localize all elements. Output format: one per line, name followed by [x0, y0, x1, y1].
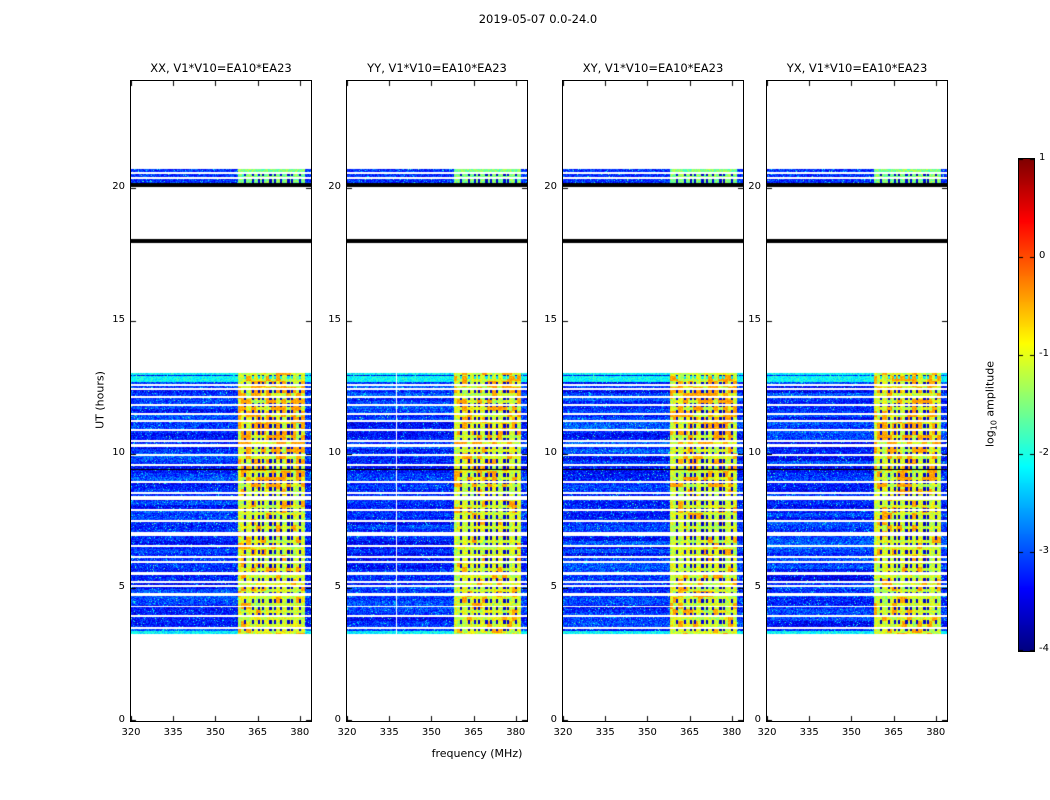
y-tick-label: 0 [550, 714, 557, 725]
figure-title: 2019-05-07 0.0-24.0 [478, 12, 598, 26]
x-tick-label: 365 [248, 727, 268, 738]
y-tick-label: 10 [748, 447, 761, 459]
y-tick-label: 20 [112, 180, 125, 192]
colorbar-label-sub: 10 [989, 420, 999, 431]
y-tick-label: 0 [334, 714, 341, 725]
panel-title-xy: XY, V1*V10=EA10*EA23 [582, 61, 724, 75]
y-tick-label: 15 [748, 314, 761, 325]
x-tick-label: 335 [163, 727, 183, 738]
x-tick-label: 335 [379, 727, 399, 738]
colorbar-tick-label: -3 [1039, 545, 1049, 556]
colorbar-tick-label: -1 [1039, 348, 1049, 359]
y-axis-label: UT (hours) [93, 371, 107, 429]
plot-area-yy [346, 80, 528, 722]
panel-title-xx: XX, V1*V10=EA10*EA23 [150, 61, 292, 75]
x-tick-label: 335 [595, 727, 615, 738]
y-tick-label: 5 [754, 580, 761, 592]
colorbar-tick-label: -4 [1039, 643, 1049, 654]
x-tick-label: 380 [926, 727, 946, 738]
panel-xx: XX, V1*V10=EA10*EA23 320 335 350 365 380 0 5 10… [112, 61, 312, 738]
y-tick-label: 15 [112, 314, 125, 325]
colorbar-canvas [1019, 159, 1034, 651]
panel-title-yy: YY, V1*V10=EA10*EA23 [367, 61, 507, 75]
y-tick-label: 20 [328, 180, 341, 192]
x-tick-label: 365 [680, 727, 700, 738]
y-tick-label: 10 [112, 447, 125, 459]
heatmap-canvas-xy [563, 81, 743, 721]
colorbar-tick-label: -2 [1039, 447, 1049, 458]
x-tick-label: 365 [884, 727, 904, 738]
y-tick-label: 20 [748, 180, 761, 192]
panel-yx: YX, V1*V10=EA10*EA23 320 335 350 365 380 0 5 10… [748, 61, 948, 738]
x-tick-label: 320 [337, 727, 357, 738]
colorbar-tick-label: 1 [1039, 152, 1046, 163]
x-tick-label: 380 [722, 727, 742, 738]
x-tick-label: 350 [205, 727, 225, 738]
y-tick-label: 5 [118, 580, 125, 592]
y-tick-label: 5 [550, 580, 557, 592]
x-tick-label: 350 [421, 727, 441, 738]
panel-title-yx: YX, V1*V10=EA10*EA23 [786, 61, 928, 75]
colorbar: 1 0 -1 -2 -3 -4 [1018, 152, 1049, 654]
x-tick-label: 335 [799, 727, 819, 738]
y-tick-label: 15 [328, 314, 341, 325]
heatmap-canvas-yx [767, 81, 947, 721]
heatmap-canvas-yy [347, 81, 527, 721]
y-tick-label: 0 [118, 714, 125, 725]
y-tick-label: 5 [334, 580, 341, 592]
colorbar-label-prefix: log [983, 430, 997, 448]
y-tick-label: 10 [544, 447, 557, 459]
panel-yy: YY, V1*V10=EA10*EA23 320 335 350 365 380 0 5 10… [328, 61, 528, 738]
y-tick-label: 10 [328, 447, 341, 459]
x-tick-label: 380 [506, 727, 526, 738]
colorbar-tick-label: 0 [1039, 250, 1046, 261]
x-tick-label: 365 [464, 727, 484, 738]
x-tick-label: 380 [290, 727, 310, 738]
x-tick-label: 320 [121, 727, 141, 738]
x-tick-label: 350 [637, 727, 657, 738]
panel-xy: XY, V1*V10=EA10*EA23 320 335 350 365 380 0 5 10… [544, 61, 744, 738]
plot-area-yx [766, 80, 948, 722]
colorbar-box [1018, 158, 1035, 652]
colorbar-label: log10 amplitude [983, 361, 998, 447]
heatmap-canvas-xx [131, 81, 311, 721]
y-tick-label: 0 [754, 714, 761, 725]
x-axis-label: frequency (MHz) [431, 747, 523, 760]
y-tick-label: 20 [544, 180, 557, 192]
y-tick-label: 15 [544, 314, 557, 325]
x-tick-label: 320 [757, 727, 777, 738]
x-tick-label: 320 [553, 727, 573, 738]
plot-area-xx [130, 80, 312, 722]
colorbar-label-suffix: amplitude [983, 360, 997, 421]
plot-area-xy [562, 80, 744, 722]
x-tick-label: 350 [841, 727, 861, 738]
